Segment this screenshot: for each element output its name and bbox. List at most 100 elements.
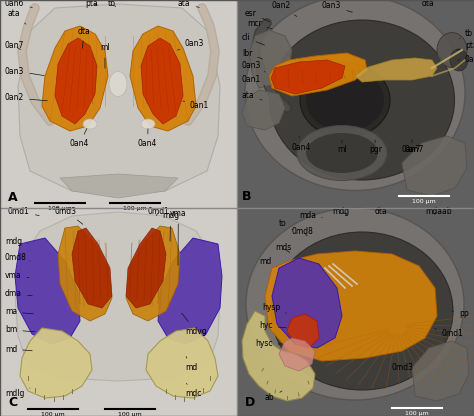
Text: 0an7: 0an7 — [405, 140, 424, 154]
Ellipse shape — [300, 62, 390, 138]
Polygon shape — [158, 238, 222, 344]
Polygon shape — [55, 38, 97, 124]
Text: 0an3: 0an3 — [242, 62, 265, 72]
Text: mdvg: mdvg — [182, 313, 207, 335]
Text: esr: esr — [245, 8, 270, 22]
Polygon shape — [355, 58, 437, 82]
Bar — [0, 0, 237, 208]
Text: 100 µm: 100 µm — [405, 411, 429, 416]
Text: vma: vma — [170, 210, 187, 265]
Ellipse shape — [437, 32, 467, 67]
Text: 0an3: 0an3 — [5, 67, 44, 76]
Text: dta: dta — [422, 0, 435, 7]
Polygon shape — [146, 328, 218, 398]
Text: to: to — [279, 220, 292, 230]
Text: mdg: mdg — [5, 237, 28, 245]
Polygon shape — [42, 26, 108, 131]
Polygon shape — [126, 228, 166, 308]
Text: 0an7: 0an7 — [5, 42, 24, 50]
Text: 0md3: 0md3 — [387, 359, 414, 372]
Text: ata: ata — [8, 10, 26, 24]
Polygon shape — [265, 251, 437, 361]
Text: 0an2: 0an2 — [5, 94, 47, 102]
Text: mdg: mdg — [332, 206, 349, 215]
Text: hyc: hyc — [259, 322, 286, 330]
Ellipse shape — [306, 69, 384, 131]
Polygon shape — [141, 38, 183, 124]
Text: 0md8: 0md8 — [292, 226, 314, 236]
Text: mdlg: mdlg — [5, 388, 30, 399]
Polygon shape — [242, 90, 285, 130]
Text: hysc: hysc — [255, 339, 282, 349]
Polygon shape — [18, 4, 220, 194]
Text: 0md1: 0md1 — [148, 206, 170, 215]
Ellipse shape — [271, 232, 453, 390]
Text: 100 µm: 100 µm — [123, 206, 147, 211]
Text: 100 µm: 100 µm — [412, 199, 436, 204]
Text: dta: dta — [375, 206, 388, 215]
Text: D: D — [245, 396, 255, 409]
Polygon shape — [402, 136, 467, 196]
Text: 0md8: 0md8 — [5, 253, 30, 262]
Polygon shape — [15, 212, 220, 381]
Text: pta: pta — [85, 0, 98, 7]
Ellipse shape — [141, 119, 155, 129]
Text: ata: ata — [242, 92, 262, 101]
Text: 0md3: 0md3 — [55, 206, 83, 224]
Text: cli: cli — [242, 34, 264, 45]
Polygon shape — [279, 338, 315, 371]
Ellipse shape — [246, 208, 464, 400]
Polygon shape — [269, 53, 367, 96]
Text: tb: tb — [459, 29, 473, 39]
Text: 0an7: 0an7 — [402, 140, 421, 154]
Polygon shape — [58, 226, 112, 321]
Text: 100 µm: 100 µm — [41, 412, 65, 416]
Text: 0an4: 0an4 — [138, 129, 157, 149]
Ellipse shape — [450, 49, 468, 71]
Text: dma: dma — [5, 290, 32, 299]
Text: md: md — [185, 357, 197, 372]
Polygon shape — [242, 311, 315, 401]
Text: 0an2: 0an2 — [272, 2, 297, 16]
Text: ml: ml — [100, 44, 109, 68]
Polygon shape — [126, 226, 180, 321]
Polygon shape — [15, 238, 80, 344]
Text: A: A — [8, 191, 18, 204]
Text: mcr: mcr — [247, 18, 273, 29]
Text: bm: bm — [5, 325, 35, 334]
Bar — [237, 0, 474, 208]
Ellipse shape — [83, 119, 97, 129]
Ellipse shape — [297, 126, 387, 181]
Text: 100 µm: 100 µm — [48, 206, 72, 211]
Text: mda: mda — [299, 211, 322, 220]
Text: ata: ata — [178, 0, 199, 8]
Ellipse shape — [270, 20, 455, 180]
Text: dta: dta — [78, 27, 91, 48]
Polygon shape — [412, 341, 469, 401]
Text: ma: ma — [5, 307, 33, 317]
Text: md: md — [5, 344, 32, 354]
Text: md: md — [259, 257, 276, 267]
Ellipse shape — [306, 133, 378, 173]
Polygon shape — [287, 314, 319, 348]
Text: mds: mds — [275, 243, 291, 253]
Text: mdaab: mdaab — [425, 206, 452, 215]
Polygon shape — [60, 174, 178, 198]
Polygon shape — [249, 30, 292, 88]
Polygon shape — [130, 26, 196, 131]
Text: pgr: pgr — [369, 140, 382, 154]
Text: hysp: hysp — [262, 304, 286, 313]
Text: 0an4: 0an4 — [70, 129, 90, 149]
Bar — [0, 208, 237, 416]
Bar — [237, 208, 474, 416]
Text: tb: tb — [108, 0, 116, 8]
Polygon shape — [20, 328, 92, 398]
Text: 0an6: 0an6 — [5, 0, 32, 8]
Ellipse shape — [109, 72, 127, 97]
Text: mdg: mdg — [162, 211, 179, 241]
Text: 0md1: 0md1 — [435, 329, 464, 339]
Text: 0an3: 0an3 — [178, 40, 204, 50]
Text: B: B — [242, 190, 252, 203]
Text: C: C — [8, 396, 17, 409]
Ellipse shape — [245, 0, 465, 191]
